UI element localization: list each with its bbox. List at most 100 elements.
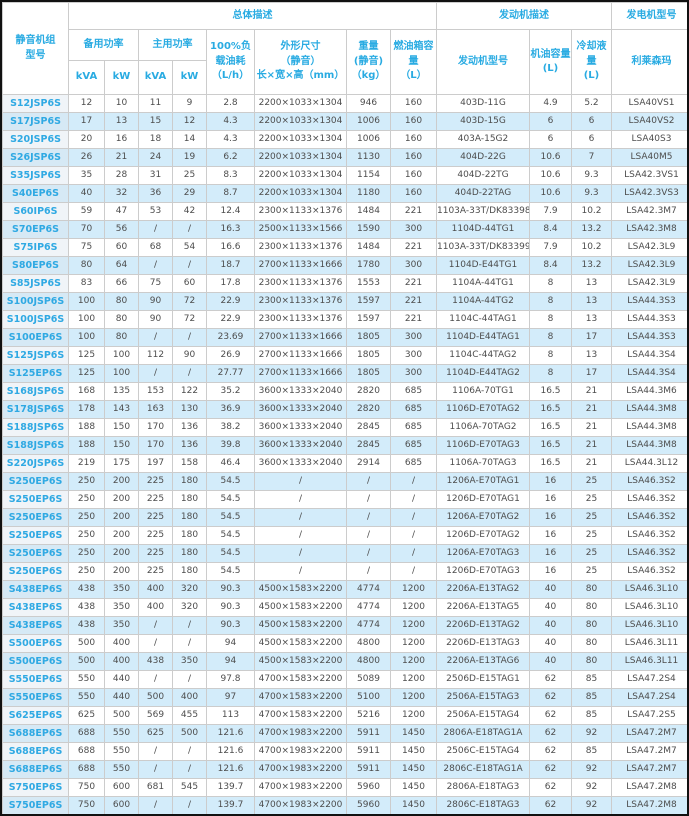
engine-model-cell: 2206A-E13TAG5	[436, 598, 530, 617]
prime-kva-cell: 438	[138, 652, 173, 671]
model-cell[interactable]: S438EP6S	[2, 598, 69, 617]
prime-kva-cell: 400	[138, 598, 173, 617]
model-cell[interactable]: S250EP6S	[2, 472, 69, 491]
tank-cell: 1200	[390, 706, 437, 725]
prime-kw-cell: /	[172, 760, 207, 779]
table-row: S35JSP6S 35 28 31 25 8.3 2200×1033×1304 1154 160…	[2, 166, 687, 185]
model-cell[interactable]: S250EP6S	[2, 526, 69, 545]
standby-kw-cell: 440	[104, 670, 139, 689]
engine-model-cell: 1104D-E44TAG2	[436, 364, 530, 383]
model-cell[interactable]: S250EP6S	[2, 544, 69, 563]
engine-model-cell: 403D-11G	[436, 94, 530, 113]
dims-cell: 2200×1033×1304	[254, 166, 347, 185]
oil-cell: 16.5	[529, 418, 572, 437]
fuel-cell: 139.7	[206, 778, 255, 797]
alternator-cell: LSA44.3M6	[611, 382, 687, 401]
weight-cell: /	[346, 508, 391, 527]
model-cell[interactable]: S188JSP6S	[2, 436, 69, 455]
fuel-cell: 18.7	[206, 256, 255, 275]
engine-model-cell: 1206D-E70TAG3	[436, 562, 530, 581]
weight-cell: 4774	[346, 580, 391, 599]
alternator-cell: LSA47.2M7	[611, 760, 687, 779]
oil-cell: 16.5	[529, 436, 572, 455]
model-cell[interactable]: S438EP6S	[2, 616, 69, 635]
alternator-cell: LSA44.3S4	[611, 346, 687, 365]
dims-cell: /	[254, 562, 347, 581]
model-cell[interactable]: S100JSP6S	[2, 310, 69, 329]
alternator-cell: LSA42.3M7	[611, 202, 687, 221]
model-cell[interactable]: S85JSP6S	[2, 274, 69, 293]
model-cell[interactable]: S20JSP6S	[2, 130, 69, 149]
model-cell[interactable]: S688EP6S	[2, 724, 69, 743]
model-cell[interactable]: S100EP6S	[2, 328, 69, 347]
alternator-cell: LSA46.3S2	[611, 526, 687, 545]
model-cell[interactable]: S438EP6S	[2, 580, 69, 599]
fuel-cell: 4.3	[206, 130, 255, 149]
prime-kw-cell: /	[172, 616, 207, 635]
model-cell[interactable]: S17JSP6S	[2, 112, 69, 131]
model-cell[interactable]: S70EP6S	[2, 220, 69, 239]
table-row: S688EP6S 688 550//121.6 4700×1983×2200 5911 1…	[2, 742, 687, 761]
model-cell[interactable]: S550EP6S	[2, 688, 69, 707]
model-cell[interactable]: S26JSP6S	[2, 148, 69, 167]
engine-model-cell: 404D-22G	[436, 148, 530, 167]
header-coolant-capacity: 冷却液量 (L)	[571, 29, 612, 95]
standby-kw-cell: 135	[104, 382, 139, 401]
prime-kw-cell: 180	[172, 526, 207, 545]
coolant-cell: 21	[571, 400, 612, 419]
model-cell[interactable]: S250EP6S	[2, 490, 69, 509]
model-cell[interactable]: S688EP6S	[2, 760, 69, 779]
coolant-cell: 9.3	[571, 184, 612, 203]
model-cell[interactable]: S178JSP6S	[2, 400, 69, 419]
prime-kva-cell: 68	[138, 238, 173, 257]
model-cell[interactable]: S688EP6S	[2, 742, 69, 761]
tank-cell: 1200	[390, 598, 437, 617]
weight-cell: /	[346, 544, 391, 563]
fuel-cell: 90.3	[206, 580, 255, 599]
tank-cell: 1200	[390, 670, 437, 689]
prime-kw-cell: /	[172, 220, 207, 239]
model-cell[interactable]: S188JSP6S	[2, 418, 69, 437]
model-cell[interactable]: S500EP6S	[2, 634, 69, 653]
model-cell[interactable]: S250EP6S	[2, 508, 69, 527]
model-cell[interactable]: S75IP6S	[2, 238, 69, 257]
model-cell[interactable]: S125EP6S	[2, 364, 69, 383]
prime-kva-cell: 225	[138, 544, 173, 563]
model-cell[interactable]: S550EP6S	[2, 670, 69, 689]
model-cell[interactable]: S220JSP6S	[2, 454, 69, 473]
prime-kva-cell: 24	[138, 148, 173, 167]
coolant-cell: 13.2	[571, 220, 612, 239]
model-cell[interactable]: S750EP6S	[2, 778, 69, 797]
oil-cell: 62	[529, 760, 572, 779]
tank-cell: 160	[390, 166, 437, 185]
standby-kw-cell: 21	[104, 148, 139, 167]
model-cell[interactable]: S40EP6S	[2, 184, 69, 203]
model-cell[interactable]: S60IP6S	[2, 202, 69, 221]
weight-cell: 1484	[346, 202, 391, 221]
model-cell[interactable]: S35JSP6S	[2, 166, 69, 185]
model-cell[interactable]: S100JSP6S	[2, 292, 69, 311]
alternator-cell: LSA40S3	[611, 130, 687, 149]
table-row: S168JSP6S 168 135 153 122 35.2 3600×1333×2040 2…	[2, 382, 687, 401]
standby-kva-cell: 35	[68, 166, 105, 185]
weight-cell: 1805	[346, 346, 391, 365]
model-cell[interactable]: S625EP6S	[2, 706, 69, 725]
prime-kva-cell: 569	[138, 706, 173, 725]
model-cell[interactable]: S168JSP6S	[2, 382, 69, 401]
prime-kva-cell: 197	[138, 454, 173, 473]
dims-cell: 2700×1133×1666	[254, 328, 347, 347]
prime-kva-cell: 163	[138, 400, 173, 419]
model-cell[interactable]: S750EP6S	[2, 796, 69, 814]
model-cell[interactable]: S12JSP6S	[2, 94, 69, 113]
table-row: S250EP6S 250 200 225 180 54.5///1206D-E70TAG3…	[2, 562, 687, 581]
model-cell[interactable]: S125JSP6S	[2, 346, 69, 365]
header-oil-capacity: 机油容量 (L)	[529, 29, 572, 95]
model-cell[interactable]: S80EP6S	[2, 256, 69, 275]
alternator-cell: LSA44.3M8	[611, 418, 687, 437]
weight-cell: 1805	[346, 364, 391, 383]
model-cell[interactable]: S250EP6S	[2, 562, 69, 581]
alternator-cell: LSA46.3S2	[611, 472, 687, 491]
model-cell[interactable]: S500EP6S	[2, 652, 69, 671]
oil-cell: 6	[529, 112, 572, 131]
tank-cell: 1200	[390, 634, 437, 653]
